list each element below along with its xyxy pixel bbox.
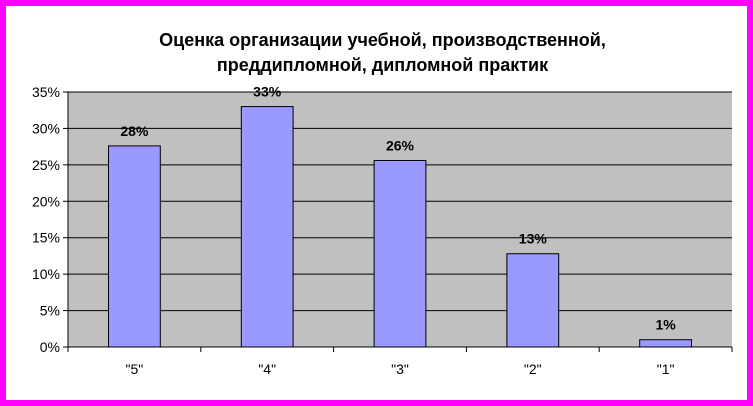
y-tick-label: 35% <box>32 84 60 100</box>
y-tick-label: 15% <box>32 230 60 246</box>
y-tick-label: 0% <box>40 339 60 355</box>
data-label: 28% <box>120 123 149 139</box>
bar <box>373 159 427 348</box>
x-tick-label: "3" <box>391 361 409 377</box>
bar <box>639 339 692 348</box>
data-label: 33% <box>253 84 282 100</box>
y-tick-label: 25% <box>32 157 60 173</box>
x-tick-label: "2" <box>524 361 542 377</box>
bar <box>506 253 560 348</box>
x-tick-label: "5" <box>126 361 144 377</box>
y-tick-label: 20% <box>32 193 60 209</box>
chart-title-line-1: Оценка организации учебной, производстве… <box>159 30 606 50</box>
chart-title-line-2: преддипломной, дипломной практик <box>216 55 549 75</box>
data-label: 1% <box>655 317 676 333</box>
bar <box>108 145 161 348</box>
data-label: 26% <box>386 137 415 153</box>
x-tick-label: "4" <box>258 361 276 377</box>
y-tick-label: 30% <box>32 120 60 136</box>
y-tick-label: 10% <box>32 266 60 282</box>
x-tick-label: "1" <box>657 361 675 377</box>
y-tick-label: 5% <box>40 303 60 319</box>
bar <box>240 106 294 348</box>
data-label: 13% <box>519 231 548 247</box>
